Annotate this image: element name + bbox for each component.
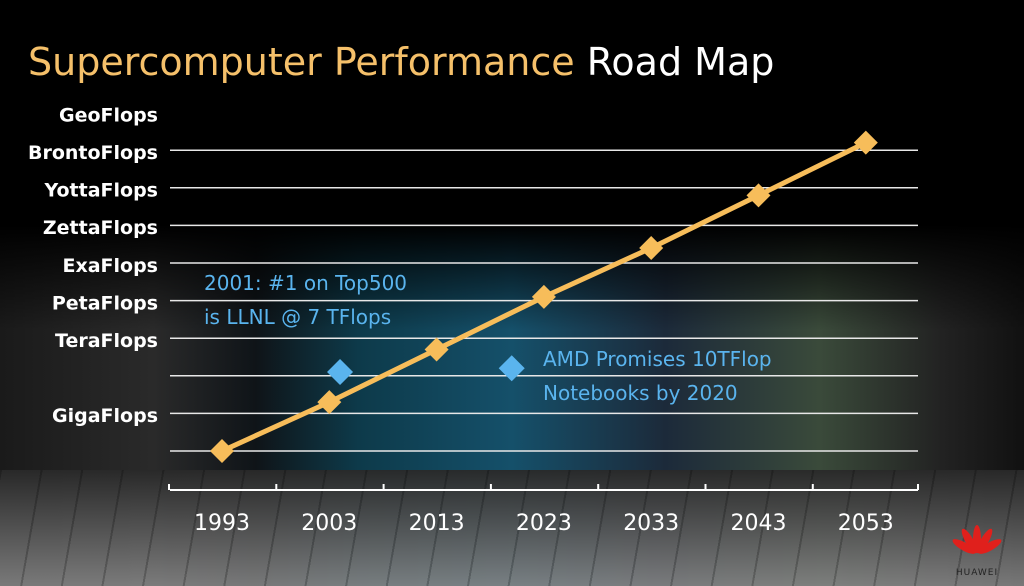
y-tick-label: GigaFlops (52, 405, 158, 427)
x-tick-label: 2033 (623, 511, 679, 536)
data-point (639, 235, 664, 260)
logo-text: HUAWEI (955, 568, 999, 578)
annotation-text: 2001: #1 on Top500 (204, 271, 407, 295)
y-tick-label: BrontoFlops (28, 142, 158, 164)
x-tick-label: 2053 (838, 511, 894, 536)
x-tick-label: 2003 (301, 511, 357, 536)
highlight-marker (498, 355, 525, 382)
annotation-text: AMD Promises 10TFlop (543, 347, 772, 371)
data-point (317, 390, 342, 415)
data-point (210, 439, 234, 463)
x-tick-label: 2023 (516, 511, 572, 536)
x-tick-label: 2043 (731, 511, 787, 536)
data-point (531, 284, 556, 309)
y-tick-label: ZettaFlops (43, 217, 158, 239)
y-tick-label: TeraFlops (55, 330, 158, 352)
x-tick-label: 2013 (409, 511, 465, 536)
title-part1: Supercomputer Performance (28, 40, 575, 84)
annotation-text: is LLNL @ 7 TFlops (204, 305, 391, 329)
y-tick-label: GeoFlops (59, 104, 158, 126)
y-tick-label: ExaFlops (62, 255, 158, 277)
highlight-marker (327, 359, 354, 386)
x-tick-label: 1993 (194, 511, 250, 536)
annotation-text: Notebooks by 2020 (543, 381, 738, 405)
y-tick-label: YottaFlops (43, 180, 158, 202)
data-point (853, 130, 878, 155)
data-point (424, 337, 449, 362)
huawei-logo: HUAWEI (944, 524, 1010, 578)
data-point (746, 183, 771, 208)
slide-title: Supercomputer Performance Road Map (28, 40, 774, 84)
y-tick-label: PetaFlops (52, 292, 158, 314)
title-part2: Road Map (586, 40, 775, 84)
